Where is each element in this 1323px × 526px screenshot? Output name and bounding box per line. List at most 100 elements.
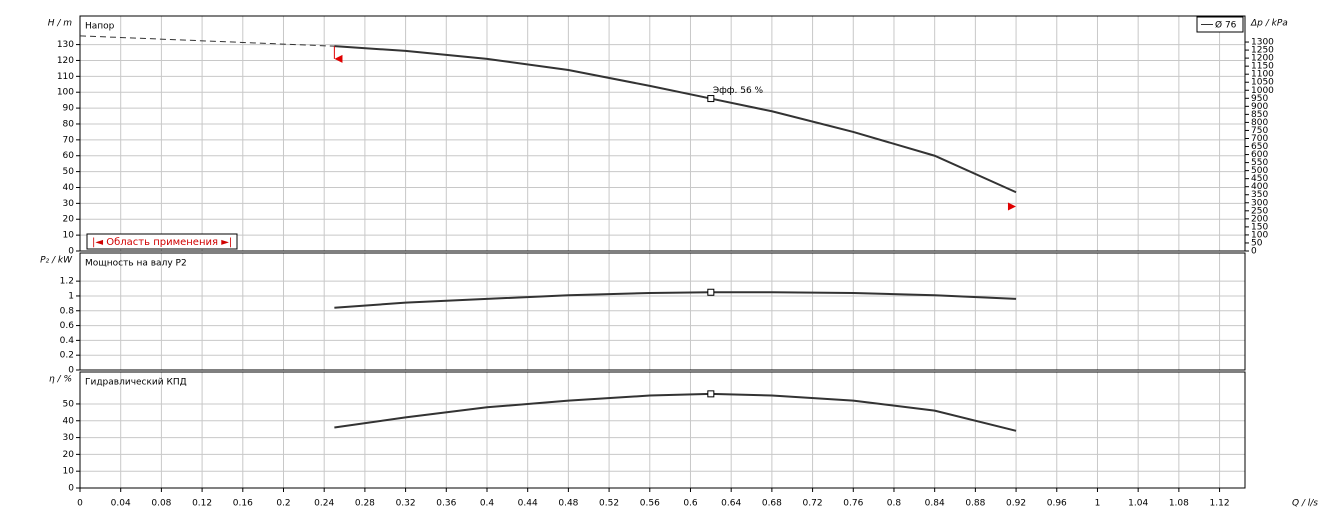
x-tick-label: 0.28 (355, 499, 375, 509)
y2-tick-label: 950 (1251, 94, 1268, 104)
panel-frame (79, 15, 1246, 252)
y2-tick-label: 700 (1251, 134, 1268, 144)
panel-subtitle: Мощность на валу P2 (85, 259, 187, 269)
y2-tick-label: 1150 (1251, 62, 1274, 72)
op-point (707, 95, 715, 103)
x-tick-label: 0 (77, 499, 83, 509)
range-label-box (86, 233, 238, 250)
y-tick-label: 40 (63, 416, 75, 426)
x-tick-label: 0.36 (436, 499, 456, 509)
panel-subtitle: Гидравлический КПД (85, 378, 187, 388)
y-tick-label: 0.8 (60, 306, 75, 316)
y-tick-label: 130 (57, 40, 74, 50)
y2-tick-label: 1050 (1251, 78, 1274, 88)
op-point (707, 390, 715, 398)
legend-box (1196, 16, 1244, 33)
y-tick-label: 20 (63, 215, 75, 225)
x-tick-label: 0.56 (640, 499, 660, 509)
x-tick-label: 0.48 (558, 499, 578, 509)
x-tick-label: 1 (1095, 499, 1101, 509)
x-tick-label: 0.88 (965, 499, 985, 509)
x-tick-label: 0.64 (721, 499, 741, 509)
y-tick-label: 0 (68, 484, 74, 494)
y-axis-label: P₂ / kW (40, 256, 73, 266)
y-tick-label: 30 (63, 199, 75, 209)
x-tick-label: 0.92 (1006, 499, 1026, 509)
x-tick-label: 0.04 (111, 499, 131, 509)
y2-tick-label: 150 (1251, 222, 1268, 232)
y-tick-label: 120 (57, 56, 74, 66)
annotation: Эфф. 56 % (713, 86, 764, 96)
y-tick-label: 10 (63, 231, 75, 241)
y-tick-label: 50 (63, 399, 75, 409)
y-tick-label: 100 (57, 88, 74, 98)
y2-tick-label: 750 (1251, 126, 1268, 136)
y2-tick-label: 1000 (1251, 86, 1274, 96)
y2-tick-label: 350 (1251, 190, 1268, 200)
y2-tick-label: 1250 (1251, 46, 1274, 56)
y-axis-label: η / % (49, 375, 72, 385)
x-tick-label: 0.4 (480, 499, 495, 509)
y2-tick-label: 100 (1251, 230, 1268, 240)
panel-subtitle: Напор (85, 22, 115, 32)
curve (79, 35, 335, 47)
x-tick-label: 0.08 (151, 499, 171, 509)
y2-tick-label: 1200 (1251, 54, 1274, 64)
y-tick-label: 0.6 (60, 321, 75, 331)
y-tick-label: 40 (63, 183, 75, 193)
y-tick-label: 50 (63, 167, 75, 177)
y-tick-label: 1 (68, 291, 74, 301)
x-tick-label: 0.2 (276, 499, 290, 509)
y2-tick-label: 200 (1251, 214, 1268, 224)
y-tick-label: 110 (57, 72, 74, 82)
y-tick-label: 1.2 (60, 277, 74, 287)
x-tick-label: 0.76 (843, 499, 863, 509)
x-tick-label: 0.68 (762, 499, 782, 509)
y-tick-label: 20 (63, 450, 75, 460)
panel-frame (79, 252, 1246, 371)
y2-tick-label: 900 (1251, 102, 1268, 112)
x-tick-label: 0.16 (233, 499, 253, 509)
x-tick-label: 0.72 (803, 499, 823, 509)
x-tick-label: 0.32 (396, 499, 416, 509)
y-tick-label: 10 (63, 467, 75, 477)
x-tick-label: 0.8 (887, 499, 902, 509)
y-tick-label: 80 (63, 119, 75, 129)
x-tick-label: 0.44 (518, 499, 538, 509)
x-tick-label: 0.24 (314, 499, 334, 509)
y2-tick-label: 300 (1251, 198, 1268, 208)
y2-tick-label: 250 (1251, 206, 1268, 216)
x-tick-label: 1.04 (1128, 499, 1148, 509)
y2-tick-label: 500 (1251, 166, 1268, 176)
x-tick-label: 0.12 (192, 499, 212, 509)
range-marker (1007, 202, 1016, 211)
x-tick-label: 0.6 (683, 499, 698, 509)
y2-tick-label: 650 (1251, 142, 1268, 152)
y2-tick-label: 600 (1251, 150, 1268, 160)
y-tick-label: 0 (68, 247, 74, 257)
x-tick-label: 0.52 (599, 499, 619, 509)
y-tick-label: 0.2 (60, 351, 74, 361)
y2-tick-label: 450 (1251, 174, 1268, 184)
y2-tick-label: 0 (1251, 247, 1257, 257)
y-tick-label: 90 (63, 104, 75, 114)
x-tick-label: 0.84 (925, 499, 945, 509)
y2-tick-label: 800 (1251, 118, 1268, 128)
y2-axis-label: Δp / kPa (1250, 19, 1288, 29)
op-point (707, 288, 715, 296)
y-tick-label: 70 (63, 135, 75, 145)
y-tick-label: 0.4 (60, 336, 75, 346)
y-axis-label: H / m (48, 19, 73, 29)
y2-tick-label: 50 (1251, 238, 1263, 248)
y2-tick-label: 850 (1251, 110, 1268, 120)
legend-label: Ø 76 (1215, 20, 1237, 31)
x-tick-label: 1.12 (1210, 499, 1230, 509)
y-tick-label: 60 (63, 151, 75, 161)
panel-frame (79, 371, 1246, 489)
range-marker (334, 54, 343, 63)
y2-tick-label: 1100 (1251, 70, 1274, 80)
x-tick-label: 1.08 (1169, 499, 1189, 509)
curve (334, 392, 1017, 432)
